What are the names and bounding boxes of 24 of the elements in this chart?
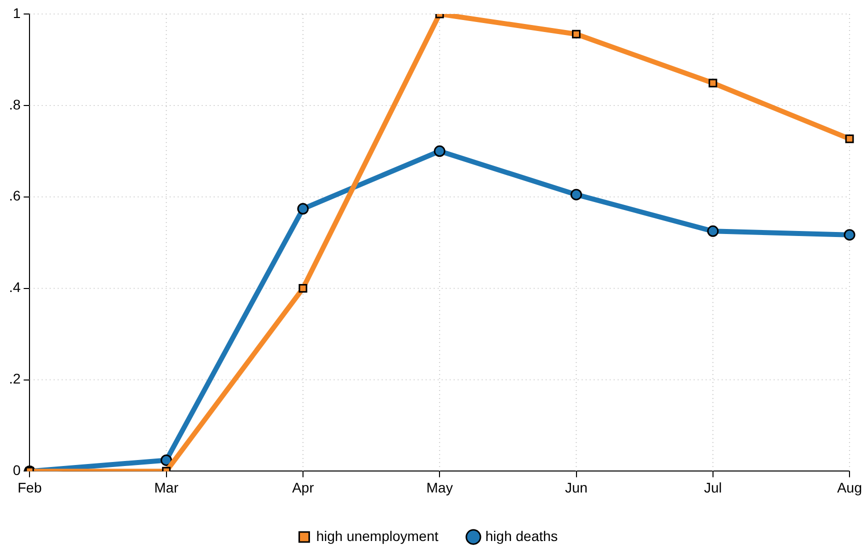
- point: [298, 284, 308, 293]
- y-tick-label: 0: [12, 462, 21, 478]
- x-tick-label: Aug: [837, 479, 862, 496]
- x-tick-label: Feb: [18, 479, 42, 496]
- point: [845, 134, 854, 144]
- y-tick-label: 1: [12, 4, 21, 21]
- legend-label: high unemployment: [316, 528, 439, 544]
- point: [297, 203, 309, 215]
- point: [434, 145, 446, 157]
- y-tick-label: .6: [8, 188, 21, 204]
- x-tick-label: Jun: [564, 479, 588, 496]
- x-tick-label: Apr: [292, 479, 314, 496]
- point: [570, 188, 582, 200]
- point: [844, 229, 856, 241]
- x-tick-label: Jul: [704, 479, 722, 496]
- y-tick-label: .8: [8, 96, 21, 112]
- point: [707, 225, 719, 237]
- point: [708, 78, 718, 88]
- legend-label: high deaths: [485, 528, 558, 544]
- y-tick-label: .4: [8, 279, 21, 296]
- y-tick-label: .2: [8, 370, 21, 387]
- point: [572, 30, 581, 38]
- x-tick-label: Mar: [154, 479, 179, 496]
- x-tick-label: May: [426, 479, 453, 496]
